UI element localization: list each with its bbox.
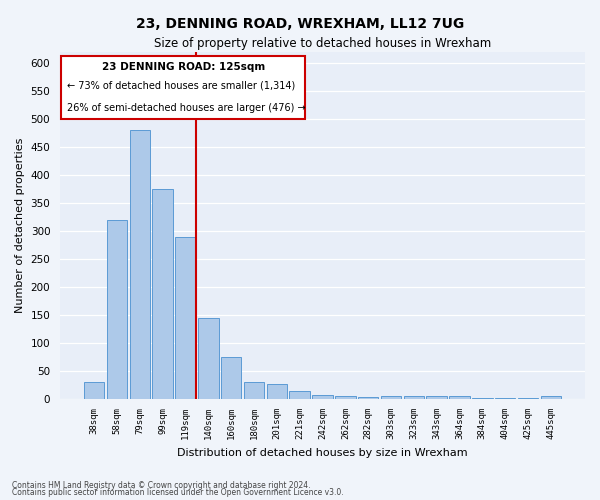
Bar bbox=[335, 396, 356, 400]
Text: ← 73% of detached houses are smaller (1,314): ← 73% of detached houses are smaller (1,… bbox=[67, 80, 295, 90]
Text: Contains public sector information licensed under the Open Government Licence v3: Contains public sector information licen… bbox=[12, 488, 344, 497]
FancyBboxPatch shape bbox=[61, 56, 305, 119]
Bar bbox=[289, 391, 310, 400]
Y-axis label: Number of detached properties: Number of detached properties bbox=[15, 138, 25, 313]
Bar bbox=[84, 382, 104, 400]
Text: Contains HM Land Registry data © Crown copyright and database right 2024.: Contains HM Land Registry data © Crown c… bbox=[12, 480, 311, 490]
Bar bbox=[541, 396, 561, 400]
Bar bbox=[198, 318, 218, 400]
Text: 26% of semi-detached houses are larger (476) →: 26% of semi-detached houses are larger (… bbox=[67, 102, 305, 113]
Bar bbox=[312, 395, 333, 400]
Bar bbox=[358, 397, 379, 400]
Text: 23 DENNING ROAD: 125sqm: 23 DENNING ROAD: 125sqm bbox=[101, 62, 265, 72]
Bar bbox=[449, 396, 470, 400]
Bar bbox=[427, 396, 447, 400]
Bar bbox=[152, 189, 173, 400]
Bar bbox=[518, 398, 538, 400]
Bar bbox=[472, 398, 493, 400]
Bar bbox=[381, 396, 401, 400]
Bar bbox=[175, 236, 196, 400]
Bar bbox=[130, 130, 150, 400]
Text: 23, DENNING ROAD, WREXHAM, LL12 7UG: 23, DENNING ROAD, WREXHAM, LL12 7UG bbox=[136, 18, 464, 32]
Bar bbox=[266, 384, 287, 400]
Bar bbox=[107, 220, 127, 400]
Bar bbox=[221, 357, 241, 400]
X-axis label: Distribution of detached houses by size in Wrexham: Distribution of detached houses by size … bbox=[177, 448, 468, 458]
Bar bbox=[244, 382, 264, 400]
Bar bbox=[495, 398, 515, 400]
Title: Size of property relative to detached houses in Wrexham: Size of property relative to detached ho… bbox=[154, 38, 491, 51]
Bar bbox=[404, 396, 424, 400]
